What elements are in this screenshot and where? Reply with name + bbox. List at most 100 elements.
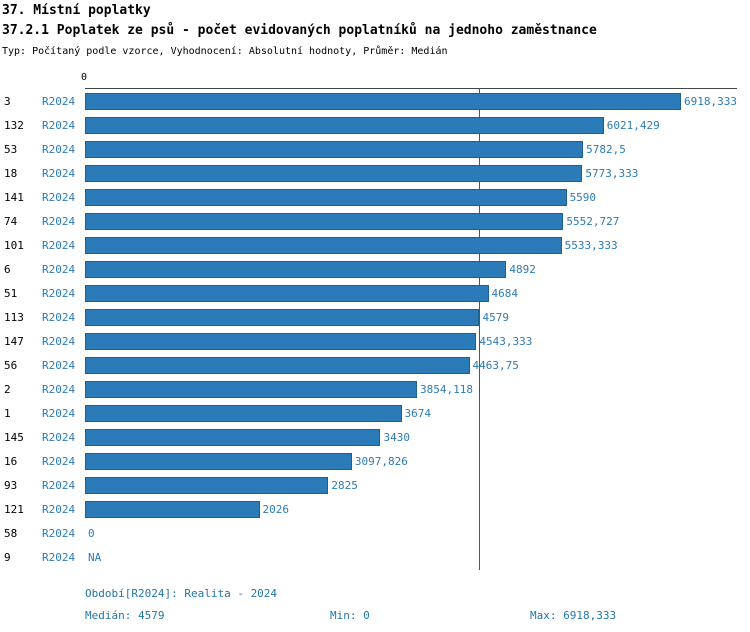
bar[interactable] xyxy=(85,92,681,110)
row-id-label: 74 xyxy=(4,214,18,228)
row-id-label: 6 xyxy=(4,262,11,276)
row-id-label: 16 xyxy=(4,454,18,468)
bar-value-label: 3854,118 xyxy=(420,382,473,396)
row-period-label: R2024 xyxy=(42,118,76,132)
bar-row: 113 R2024 4579 xyxy=(0,305,750,329)
bar-track: 5533,333 xyxy=(85,233,750,257)
bar-value-label: 5552,727 xyxy=(566,214,620,228)
bar-value-label: 6918,333 xyxy=(684,94,737,108)
bar-track: 5552,727 xyxy=(85,209,750,233)
bar-track: NA xyxy=(85,545,750,569)
bar-row: 2 R2024 3854,118 xyxy=(0,377,750,401)
bar-value-label: 0 xyxy=(88,526,95,540)
bar-row: 6 R2024 4892 xyxy=(0,257,750,281)
bar[interactable] xyxy=(85,164,583,182)
bar[interactable] xyxy=(85,428,381,446)
bar[interactable] xyxy=(85,188,567,206)
bar[interactable] xyxy=(85,356,470,374)
bar-value-label: 2825 xyxy=(331,478,358,492)
row-id-label: 1 xyxy=(4,406,11,420)
bar-track: 3674 xyxy=(85,401,750,425)
row-id-label: 101 xyxy=(4,238,24,252)
bar-track: 6021,429 xyxy=(85,113,750,137)
row-period-label: R2024 xyxy=(42,214,76,228)
bar-value-label: 3674 xyxy=(404,406,432,420)
row-period-label: R2024 xyxy=(42,166,76,180)
bar-value-label: 4463,75 xyxy=(472,358,519,372)
bar-value-label: NA xyxy=(88,550,102,564)
chart-subtitle: 37.2.1 Poplatek ze psů - počet evidovaný… xyxy=(2,23,597,38)
row-id-label: 3 xyxy=(4,94,11,108)
bar-track: 2026 xyxy=(85,497,750,521)
row-id-label: 145 xyxy=(4,430,24,444)
row-period-label: R2024 xyxy=(42,334,76,348)
bar-value-label: 3430 xyxy=(383,430,410,444)
chart-meta-line: Typ: Počítaný podle vzorce, Vyhodnocení:… xyxy=(2,46,448,57)
row-period-label: R2024 xyxy=(42,382,76,396)
footer-min-label: Min: 0 xyxy=(330,609,370,622)
row-period-label: R2024 xyxy=(42,358,76,372)
row-period-label: R2024 xyxy=(42,190,76,204)
bar-row: 51 R2024 4684 xyxy=(0,281,750,305)
bar-row: 58 R2024 0 xyxy=(0,521,750,545)
row-id-label: 141 xyxy=(4,190,24,204)
bar-value-label: 5590 xyxy=(569,190,597,204)
bar-row: 56 R2024 4463,75 xyxy=(0,353,750,377)
bar-value-label: 3097,826 xyxy=(354,454,408,468)
bar-track: 6918,333 xyxy=(85,89,750,113)
bar-value-label: 4579 xyxy=(482,310,509,324)
bar-row: 121 R2024 2026 xyxy=(0,497,750,521)
footer-max-label: Max: 6918,333 xyxy=(530,609,617,622)
bar[interactable] xyxy=(85,404,402,422)
row-id-label: 132 xyxy=(4,118,24,132)
bar[interactable] xyxy=(85,332,477,350)
axis-top-line xyxy=(85,88,737,89)
bar-value-label: 2026 xyxy=(262,502,290,516)
bar-track: 4892 xyxy=(85,257,750,281)
bar-row: 16 R2024 3097,826 xyxy=(0,449,750,473)
median-line xyxy=(479,88,481,570)
bar-value-label: 5533,333 xyxy=(564,238,618,252)
bar[interactable] xyxy=(85,284,489,302)
row-id-label: 53 xyxy=(4,142,18,156)
row-period-label: R2024 xyxy=(42,238,76,252)
bar[interactable] xyxy=(85,380,418,398)
bar-track: 5590 xyxy=(85,185,750,209)
bar[interactable] xyxy=(85,212,564,230)
row-period-label: R2024 xyxy=(42,502,76,516)
bar[interactable] xyxy=(85,500,260,518)
row-id-label: 9 xyxy=(4,550,11,564)
bar-value-label: 6021,429 xyxy=(606,118,660,132)
row-period-label: R2024 xyxy=(42,430,76,444)
bar[interactable] xyxy=(85,260,507,278)
bar-track: 3430 xyxy=(85,425,750,449)
row-period-label: R2024 xyxy=(42,526,76,540)
bar[interactable] xyxy=(85,116,604,134)
row-id-label: 121 xyxy=(4,502,24,516)
bar-value-label: 4892 xyxy=(509,262,536,276)
row-period-label: R2024 xyxy=(42,142,76,156)
bar-value-label: 4543,333 xyxy=(479,334,533,348)
bar-track: 2825 xyxy=(85,473,750,497)
bar[interactable] xyxy=(85,452,352,470)
row-period-label: R2024 xyxy=(42,94,76,108)
axis-zero-tick-label: 0 xyxy=(81,72,88,83)
footer-median-label: Medián: 4579 xyxy=(85,609,165,622)
bar[interactable] xyxy=(85,476,329,494)
row-id-label: 56 xyxy=(4,358,18,372)
row-id-label: 58 xyxy=(4,526,18,540)
bar[interactable] xyxy=(85,140,584,158)
page-title: 37. Místní poplatky xyxy=(2,3,151,18)
bar-row: 18 R2024 5773,333 xyxy=(0,161,750,185)
bar[interactable] xyxy=(85,308,480,326)
bar-track: 4684 xyxy=(85,281,750,305)
bar-row: 141 R2024 5590 xyxy=(0,185,750,209)
row-id-label: 93 xyxy=(4,478,18,492)
bar-track: 4463,75 xyxy=(85,353,750,377)
bar[interactable] xyxy=(85,236,562,254)
bar-row: 74 R2024 5552,727 xyxy=(0,209,750,233)
bar-row: 9 R2024 NA xyxy=(0,545,750,569)
bar-row: 3 R2024 6918,333 xyxy=(0,89,750,113)
bar-row: 53 R2024 5782,5 xyxy=(0,137,750,161)
row-period-label: R2024 xyxy=(42,454,76,468)
